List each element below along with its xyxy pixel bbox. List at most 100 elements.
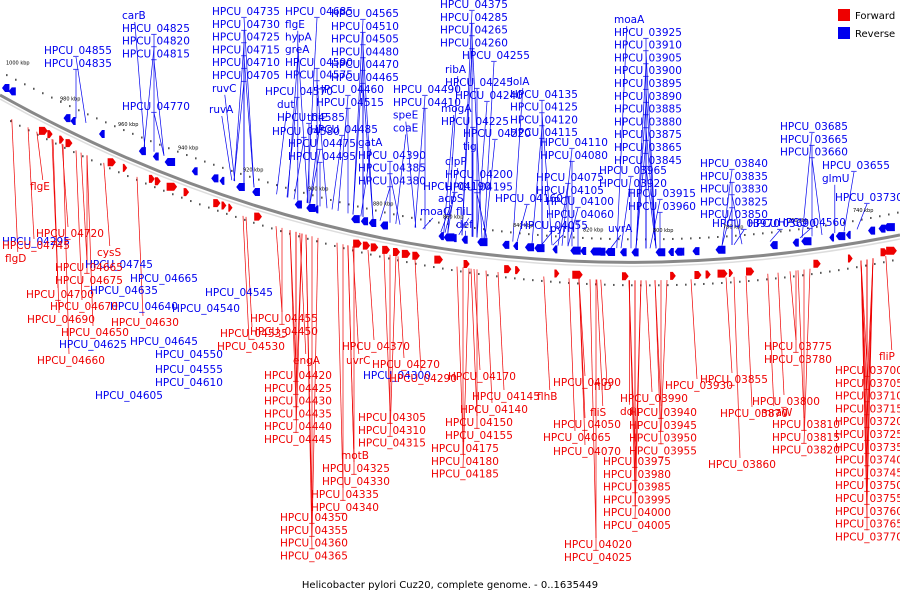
reverse-gene-arrow	[368, 218, 377, 227]
forward-gene-label: flgD	[5, 253, 26, 265]
reverse-gene-label: HPCU_04565	[331, 8, 399, 20]
forward-gene-arrow	[362, 241, 371, 250]
reverse-gene-arrow	[438, 232, 444, 241]
minor-tick	[627, 238, 629, 241]
reverse-gene-label: speE	[393, 110, 418, 122]
reverse-gene-label: HPCU_04745	[85, 259, 153, 271]
forward-leader-line	[600, 279, 608, 381]
minor-tick	[123, 129, 125, 132]
reverse-leader-line	[645, 166, 657, 249]
forward-gene-label: HPCU_03755	[835, 493, 900, 505]
minor-tick	[406, 261, 408, 264]
forward-gene-label: cysS	[97, 247, 121, 259]
forward-gene-arrow	[717, 269, 728, 278]
forward-gene-label: fliS	[590, 407, 607, 419]
minor-tick	[334, 244, 336, 247]
reverse-gene-label: HPCU_03880	[614, 116, 682, 128]
minor-tick	[852, 220, 854, 223]
forward-leader-line	[497, 272, 505, 391]
reverse-leader-line	[620, 176, 632, 249]
minor-tick	[24, 83, 26, 86]
forward-leader-line	[777, 272, 785, 396]
forward-leader-line	[589, 279, 597, 539]
forward-gene-label: HPCU_04020	[564, 539, 632, 551]
reverse-gene-label: HPCU_04295	[2, 236, 70, 248]
minor-tick	[438, 221, 440, 224]
minor-tick	[735, 234, 737, 237]
reverse-leader-line	[856, 203, 868, 230]
forward-leader-line	[745, 275, 753, 408]
forward-gene-label: HPCU_04445	[264, 434, 332, 446]
forward-gene-label: HPCU_04150	[445, 417, 513, 429]
forward-leader-line	[660, 280, 668, 432]
reverse-gene-label: HPCU_04685	[285, 6, 353, 18]
minor-tick	[258, 178, 260, 181]
scale-label: 1000 kbp	[6, 60, 30, 66]
reverse-gene-label: HPCU_04835	[44, 58, 112, 70]
forward-leader-line	[690, 279, 698, 380]
forward-gene-arrow	[370, 243, 379, 252]
reverse-gene-arrow	[674, 247, 683, 256]
reverse-gene-arrow	[513, 241, 518, 250]
forward-gene-arrow	[847, 254, 853, 263]
minor-tick	[109, 167, 111, 170]
minor-tick	[370, 253, 372, 256]
reverse-leader-line	[276, 110, 287, 195]
minor-tick	[658, 284, 660, 287]
forward-gene-label: HPCU_03815	[772, 432, 840, 444]
forward-gene-label: HPCU_04000	[603, 507, 671, 519]
minor-tick	[262, 224, 264, 227]
forward-gene-label: HPCU_03820	[772, 445, 840, 457]
reverse-leader-line	[233, 81, 245, 181]
minor-tick	[618, 238, 620, 241]
minor-tick	[46, 138, 48, 141]
scale-label: 940 kbp	[178, 146, 198, 152]
minor-tick	[703, 282, 705, 285]
minor-tick	[118, 171, 120, 174]
minor-tick	[276, 184, 278, 187]
forward-gene-label: HPCU_03765	[835, 519, 900, 531]
forward-leader-line	[75, 150, 83, 301]
reverse-gene-label: coaE	[393, 122, 418, 134]
minor-tick	[690, 237, 692, 240]
forward-gene-label: HPCU_04290	[389, 373, 457, 385]
forward-leader-line	[470, 268, 478, 417]
minor-tick	[226, 212, 228, 215]
reverse-gene-label: HPCU_04125	[510, 102, 578, 114]
reverse-gene-label: uvrA	[608, 223, 633, 235]
reverse-gene-label: HPCU_04410	[393, 97, 461, 109]
minor-tick	[51, 96, 53, 99]
minor-tick	[78, 109, 80, 112]
reverse-leader-line	[337, 95, 349, 211]
minor-tick	[82, 155, 84, 158]
reverse-gene-label: mogA	[441, 103, 472, 115]
forward-leader-line	[733, 276, 741, 459]
minor-tick	[195, 157, 197, 160]
minor-tick	[186, 154, 188, 157]
forward-gene-label: HPCU_04025	[564, 552, 632, 564]
reverse-gene-label: HPCU_04730	[212, 19, 280, 31]
reverse-gene-arrow	[769, 241, 778, 250]
minor-tick	[132, 132, 134, 135]
forward-gene-label: HPCU_04270	[372, 359, 440, 371]
forward-gene-label: HPCU_03770	[835, 531, 900, 543]
minor-tick	[717, 235, 719, 238]
reverse-leader-line	[243, 56, 255, 188]
minor-tick	[388, 257, 390, 260]
reverse-gene-label: HPCU_04120	[510, 114, 578, 126]
reverse-gene-label: HPCU_03690	[748, 218, 816, 230]
forward-leader-line	[596, 279, 604, 407]
reverse-leader-line	[379, 187, 391, 221]
forward-leader-line	[645, 280, 653, 393]
minor-tick	[829, 270, 831, 273]
reverse-gene-label: hypA	[285, 32, 313, 44]
forward-gene-label: HPCU_04365	[280, 550, 348, 562]
reverse-gene-label: acpS	[438, 193, 464, 205]
reverse-gene-arrow	[461, 235, 468, 244]
reverse-gene-label: HPCU_04560	[778, 217, 846, 229]
reverse-gene-arrow	[138, 147, 146, 156]
reverse-gene-arrow	[313, 205, 319, 214]
forward-leader-line	[289, 230, 297, 408]
